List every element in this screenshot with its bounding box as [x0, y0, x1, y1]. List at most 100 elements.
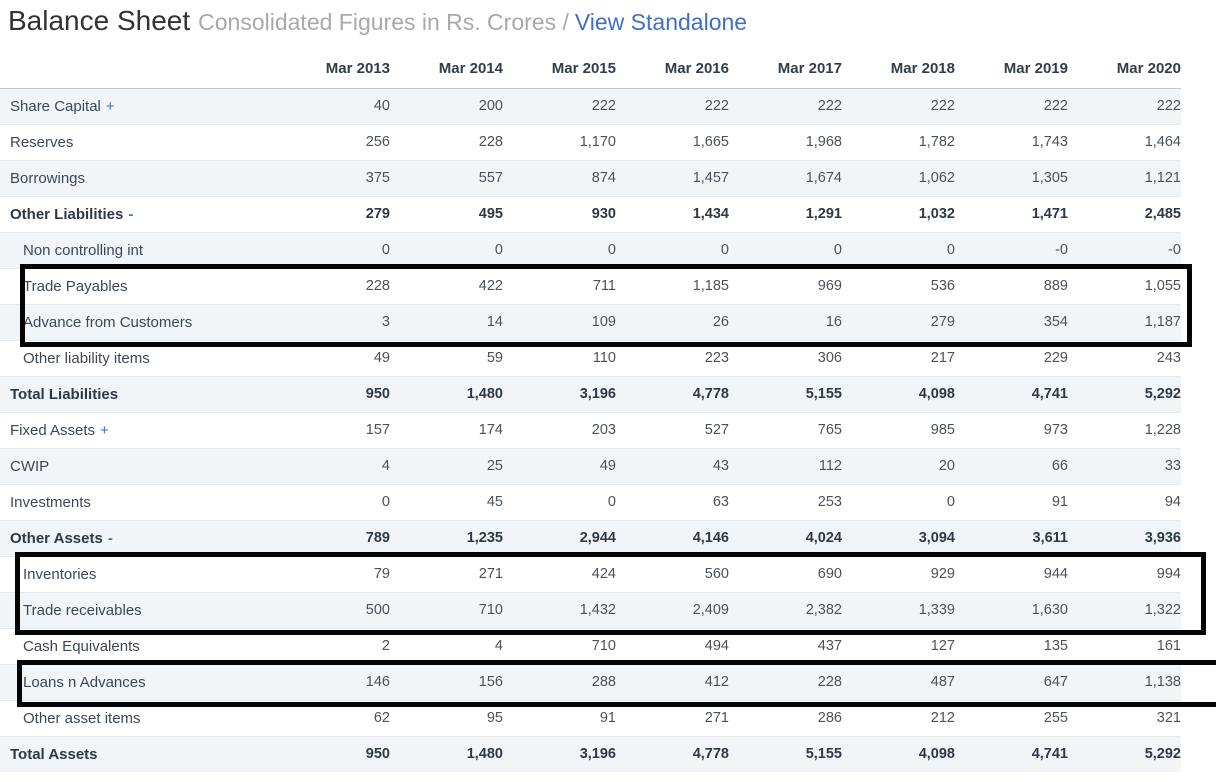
value-cell: 156	[478, 674, 503, 690]
value-cell: 0	[381, 494, 390, 510]
value-cell: 437	[817, 638, 842, 654]
value-cell: 4,146	[692, 530, 729, 546]
table-row-total-assets: Total Assets 950 1,480 3,196 4,778 5,155 4,098…	[0, 736, 1181, 772]
value-cell: 217	[930, 350, 955, 366]
value-cell: 45	[486, 494, 503, 510]
value-cell: 49	[599, 458, 616, 474]
value-cell: 40	[373, 98, 390, 114]
value-cell: 253	[817, 494, 842, 510]
value-cell: 5,155	[805, 746, 842, 763]
value-cell: 110	[592, 350, 616, 366]
value-cell: 710	[591, 638, 616, 654]
value-cell: 765	[817, 422, 842, 438]
row-label-text: Other Liabilities	[10, 205, 124, 223]
value-cell: 4,098	[918, 746, 955, 763]
value-cell: 1,665	[692, 134, 729, 150]
value-cell: 422	[478, 278, 503, 294]
value-cell: 0	[381, 242, 390, 258]
expand-toggle-icon[interactable]: +	[100, 421, 109, 439]
value-cell: 4,024	[805, 530, 842, 546]
value-cell: 690	[817, 566, 842, 582]
value-cell: 222	[591, 98, 616, 114]
value-cell: 271	[478, 566, 503, 582]
value-cell: 1,630	[1031, 602, 1068, 618]
value-cell: 59	[486, 350, 503, 366]
value-cell: 889	[1043, 278, 1068, 294]
value-cell: 223	[704, 350, 729, 366]
value-cell: 228	[478, 134, 503, 150]
value-cell: 1,235	[466, 530, 503, 546]
value-cell: 1,434	[692, 206, 729, 222]
value-cell: 1,291	[805, 206, 842, 222]
table-row-non-controlling-int: Non controlling int 0 0 0 0 0 0 -0 -0	[0, 232, 1181, 268]
row-label: Trade Payables	[0, 268, 277, 304]
view-standalone-link[interactable]: View Standalone	[574, 9, 748, 35]
value-cell: -0	[1168, 242, 1181, 258]
value-cell: 557	[478, 170, 503, 186]
collapse-toggle-icon[interactable]: -	[128, 205, 134, 223]
value-cell: 279	[930, 314, 955, 330]
table-header-row: Mar 2013 Mar 2014 Mar 2015 Mar 2016 Mar 2017…	[0, 50, 1181, 89]
row-label-column-header	[0, 50, 277, 89]
value-cell: 228	[817, 674, 842, 690]
collapse-toggle-icon[interactable]: -	[107, 529, 113, 547]
column-header: Mar 2018	[842, 50, 955, 89]
value-cell: 536	[930, 278, 955, 294]
value-cell: 1,305	[1031, 170, 1068, 186]
value-cell: 500	[365, 602, 390, 618]
row-label: Loans n Advances	[0, 664, 277, 700]
value-cell: 1,121	[1144, 170, 1181, 186]
expand-toggle-icon[interactable]: +	[105, 97, 115, 115]
table-row-reserves: Reserves 256 228 1,170 1,665 1,968 1,782 1,743 1…	[0, 124, 1181, 160]
row-label: Total Assets	[0, 736, 277, 772]
value-cell: 94	[1164, 494, 1181, 510]
value-cell: -0	[1055, 242, 1068, 258]
value-cell: 212	[930, 710, 955, 726]
page-subtitle: Consolidated Figures in Rs. Crores /	[198, 9, 569, 35]
row-label: Non controlling int	[0, 232, 277, 268]
value-cell: 487	[930, 674, 955, 690]
table-row-cash-equivalents: Cash Equivalents 2 4 710 494 437 127 135 161	[0, 628, 1181, 664]
table-row-share-capital: Share Capital +40 200 222 222 222 222 222 222	[0, 88, 1181, 124]
value-cell: 1,743	[1031, 134, 1068, 150]
value-cell: 1,968	[805, 134, 842, 150]
value-cell: 1,480	[466, 746, 503, 763]
value-cell: 203	[591, 422, 616, 438]
balance-sheet-table: Mar 2013 Mar 2014 Mar 2015 Mar 2016 Mar 2017…	[0, 50, 1181, 772]
row-label: Other Liabilities -	[0, 196, 277, 232]
table-row-borrowings: Borrowings 375 557 874 1,457 1,674 1,062 1,305 1…	[0, 160, 1181, 196]
value-cell: 950	[365, 386, 390, 402]
value-cell: 412	[704, 674, 729, 690]
column-header: Mar 2020	[1068, 50, 1181, 89]
value-cell: 994	[1156, 566, 1181, 582]
value-cell: 2,485	[1144, 206, 1181, 222]
row-label-text: CWIP	[10, 457, 50, 475]
value-cell: 930	[591, 206, 616, 222]
value-cell: 255	[1043, 710, 1068, 726]
value-cell: 49	[373, 350, 390, 366]
row-label-text: Fixed Assets	[10, 421, 96, 439]
row-label: Investments	[0, 484, 277, 520]
value-cell: 91	[1051, 494, 1068, 510]
value-cell: 222	[704, 98, 729, 114]
row-label-text: Other liability items	[23, 349, 150, 367]
value-cell: 16	[825, 314, 842, 330]
value-cell: 43	[712, 458, 729, 474]
value-cell: 306	[817, 350, 842, 366]
value-cell: 494	[704, 638, 729, 654]
value-cell: 3,196	[579, 746, 616, 763]
table-row-other-liabilities: Other Liabilities - 279 495 930 1,434 1,291 1,0…	[0, 196, 1181, 232]
row-label: Total Liabilities	[0, 376, 277, 412]
value-cell: 647	[1043, 674, 1068, 690]
value-cell: 66	[1051, 458, 1068, 474]
value-cell: 0	[720, 242, 729, 258]
value-cell: 1,782	[918, 134, 955, 150]
value-cell: 1,055	[1144, 278, 1181, 294]
value-cell: 3,936	[1144, 530, 1181, 546]
value-cell: 222	[1043, 98, 1068, 114]
value-cell: 874	[591, 170, 616, 186]
value-cell: 112	[818, 458, 842, 474]
row-label-text: Total Assets	[10, 745, 98, 763]
balance-sheet-table-container: Mar 2013 Mar 2014 Mar 2015 Mar 2016 Mar 2017…	[0, 50, 1216, 772]
